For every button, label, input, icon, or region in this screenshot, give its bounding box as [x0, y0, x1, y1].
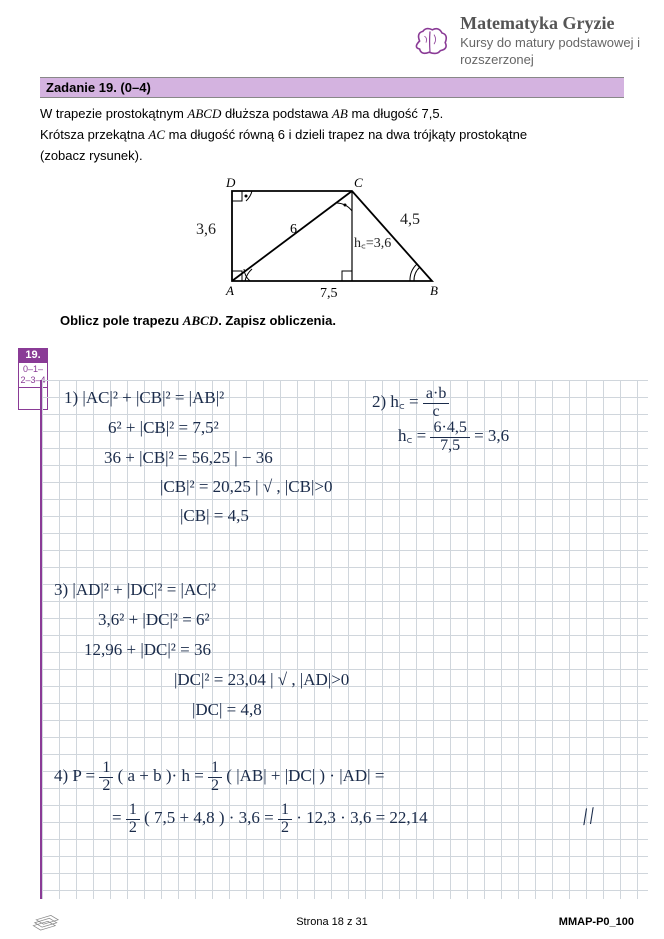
- w14h2d: 2: [278, 820, 292, 837]
- w14h1d: 2: [126, 820, 140, 837]
- lbl-cb: 4,5: [400, 211, 420, 229]
- lvl1: 0–1–: [19, 364, 47, 375]
- lbl-B: B: [430, 283, 438, 299]
- w2n: a·b: [423, 386, 449, 404]
- w14h1n: 1: [126, 802, 140, 820]
- w13h1n: 1: [99, 760, 113, 778]
- w14c: · 12,3 · 3,6 = 22,14: [296, 808, 427, 827]
- w13: 4) P = 12 ( a + b )· h = 12 ( |AB| + |DC…: [54, 760, 384, 795]
- w14h2n: 1: [278, 802, 292, 820]
- w2: 2) h꜀ = a·bc: [372, 386, 449, 421]
- w14a: =: [112, 808, 126, 827]
- task-bar: Zadanie 19. (0–4): [40, 77, 624, 98]
- brand-sub2: rozszerzonej: [460, 52, 640, 69]
- lbl-A: A: [226, 283, 234, 299]
- w9: 3,6² + |DC|² = 6²: [98, 608, 210, 633]
- t2c: ma długość równą 6 i dzieli trapez na dw…: [169, 127, 527, 142]
- w13h2n: 1: [208, 760, 222, 778]
- page-number: Strona 18 z 31: [296, 916, 368, 928]
- pa: Oblicz pole trapezu: [60, 313, 183, 328]
- w13b: ( a + b )· h =: [118, 766, 208, 785]
- w4d: 7,5: [430, 438, 469, 455]
- trapezoid-figure: 6 7,5 D C A B 3,6 4,5 h꜀=3,6: [202, 171, 462, 301]
- t1a: W trapezie prostokątnym: [40, 106, 187, 121]
- svg-text:6: 6: [290, 222, 297, 237]
- w7: |CB| = 4,5: [180, 504, 249, 529]
- w14: = 12 ( 7,5 + 4,8 ) · 3,6 = 12 · 12,3 · 3…: [112, 802, 428, 837]
- w10: 12,96 + |DC|² = 36: [84, 638, 211, 663]
- t2a: Krótsza przekątna: [40, 127, 148, 142]
- side-num: 19.: [18, 348, 48, 362]
- w4c: = 3,6: [474, 426, 509, 445]
- pb: ABCD: [183, 313, 218, 328]
- w2a: 2) h꜀ =: [372, 392, 423, 411]
- lbl-C: C: [354, 175, 363, 191]
- page-footer: Strona 18 z 31 MMAP-P0_100: [0, 911, 664, 933]
- problem-text: W trapezie prostokątnym ABCD dłuższa pod…: [40, 104, 624, 166]
- w14b: ( 7,5 + 4,8 ) · 3,6 =: [144, 808, 278, 827]
- lbl-hc: h꜀=3,6: [354, 233, 391, 252]
- w4a: h꜀ =: [398, 426, 430, 445]
- lbl-D: D: [226, 175, 235, 191]
- pc: . Zapisz obliczenia.: [218, 313, 336, 328]
- brand-sub1: Kursy do matury podstawowej i: [460, 35, 640, 52]
- work-grid: 1) |AC|² + |CB|² = |AB|² 2) h꜀ = a·bc 6²…: [40, 380, 648, 899]
- t3: (zobacz rysunek).: [40, 148, 143, 163]
- w6: |CB|² = 20,25 | √ , |CB|>0: [160, 475, 332, 500]
- w12: |DC| = 4,8: [192, 698, 262, 723]
- w5: 36 + |CB|² = 56,25 | − 36: [104, 446, 273, 471]
- t1b: ABCD: [187, 106, 221, 121]
- w13c: ( |AB| + |DC| ) · |AD| =: [226, 766, 384, 785]
- svg-text:7,5: 7,5: [320, 286, 338, 301]
- w3: 6² + |CB|² = 7,5²: [108, 416, 219, 441]
- brand-title: Matematyka Gryzie: [460, 12, 640, 35]
- header-text: Matematyka Gryzie Kursy do matury podsta…: [460, 12, 640, 69]
- lbl-ad: 3,6: [196, 221, 216, 239]
- w13h2d: 2: [208, 778, 222, 795]
- t1e: ma długość 7,5.: [351, 106, 443, 121]
- page-header: Matematyka Gryzie Kursy do matury podsta…: [0, 0, 664, 77]
- w13h1d: 2: [99, 778, 113, 795]
- pages-icon: [30, 911, 60, 933]
- w4: h꜀ = 6·4,57,5 = 3,6: [398, 420, 509, 455]
- w11: |DC|² = 23,04 | √ , |AD|>0: [174, 668, 349, 693]
- t2b: AC: [148, 127, 165, 142]
- w8: 3) |AD|² + |DC|² = |AC|²: [54, 578, 216, 603]
- task-prompt: Oblicz pole trapezu ABCD. Zapisz oblicze…: [60, 313, 624, 329]
- t1d: AB: [332, 106, 348, 121]
- dbl-slash: //: [579, 799, 598, 836]
- brain-icon: [410, 25, 450, 57]
- w1: 1) |AC|² + |CB|² = |AB|²: [64, 386, 224, 411]
- doc-code: MMAP-P0_100: [559, 916, 634, 928]
- w13a: 4) P =: [54, 766, 99, 785]
- w4n: 6·4,5: [430, 420, 469, 438]
- t1c: dłuższa podstawa: [225, 106, 332, 121]
